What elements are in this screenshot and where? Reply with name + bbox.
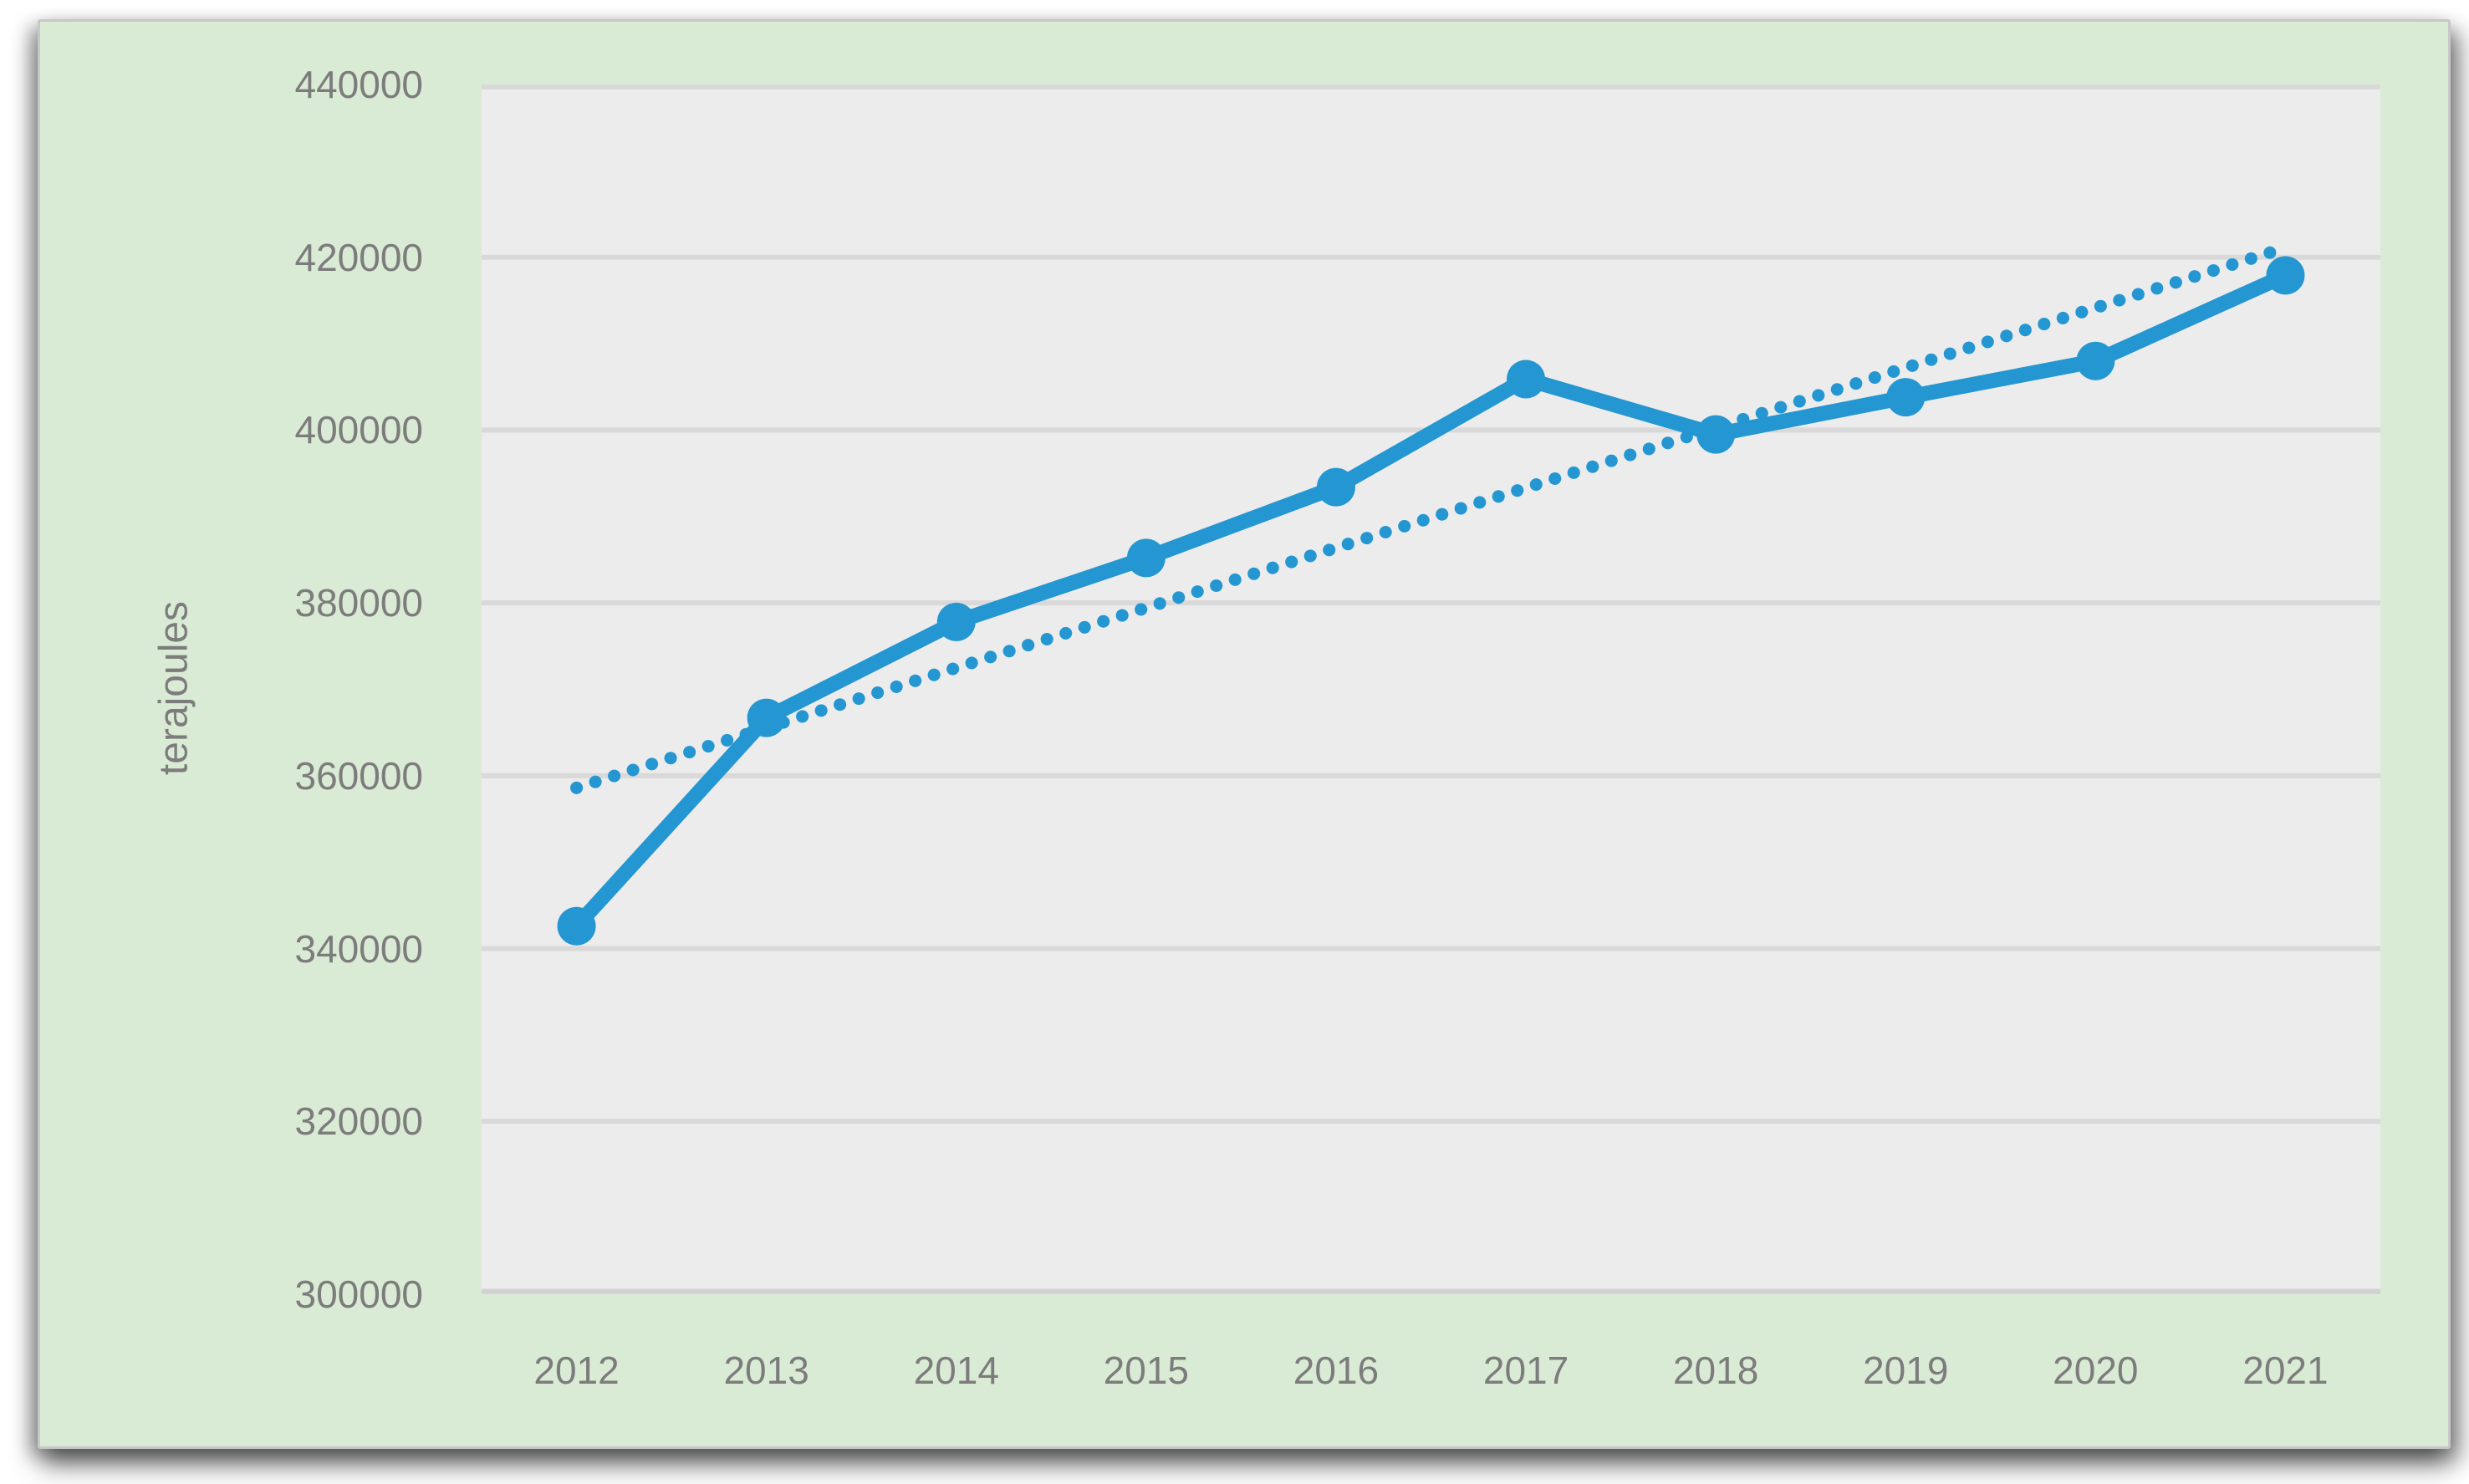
- series-line: [569, 268, 2293, 934]
- x-tick-label: 2018: [1672, 1349, 1759, 1392]
- line-chart: [482, 84, 2380, 1294]
- x-tick-label: 2019: [1863, 1349, 1949, 1392]
- data-point-marker: [747, 698, 786, 737]
- plot-area: [482, 84, 2380, 1294]
- data-point-marker: [557, 906, 596, 946]
- y-axis-tick-labels: 440000 420000 400000 380000 360000 340000 3200…: [40, 63, 424, 1316]
- chart-panel: terajoules 440000 420000 400000 380000 36000…: [38, 19, 2451, 1449]
- y-tick-label: 440000: [294, 63, 424, 106]
- x-tick-label: 2021: [2242, 1349, 2329, 1392]
- x-tick-label: 2012: [533, 1349, 620, 1392]
- y-tick-label: 300000: [294, 1272, 424, 1316]
- x-axis-tick-labels: 2012 2013 2014 2015 2016 2017 2018 2019 2020 2021: [482, 1351, 2380, 1401]
- y-tick-label: 400000: [294, 408, 424, 452]
- x-tick-label: 2020: [2053, 1349, 2139, 1392]
- trendline-dotted: [570, 241, 2292, 794]
- data-point-marker: [936, 602, 976, 641]
- data-point-marker: [2266, 256, 2305, 295]
- data-point-marker: [2076, 341, 2115, 380]
- x-tick-label: 2015: [1103, 1349, 1190, 1392]
- y-tick-label: 320000: [294, 1099, 424, 1144]
- x-tick-label: 2014: [913, 1349, 999, 1392]
- y-tick-label: 360000: [294, 753, 424, 798]
- y-tick-label: 420000: [294, 235, 424, 279]
- y-tick-label: 380000: [294, 581, 424, 625]
- x-tick-label: 2013: [723, 1349, 809, 1392]
- data-point-marker: [1507, 360, 1546, 399]
- data-point-marker: [1886, 378, 1926, 417]
- data-point-marker: [1126, 538, 1166, 578]
- x-tick-label: 2016: [1293, 1349, 1380, 1392]
- x-tick-label: 2017: [1482, 1349, 1569, 1392]
- data-point-marker: [1316, 467, 1355, 507]
- y-tick-label: 340000: [294, 926, 424, 971]
